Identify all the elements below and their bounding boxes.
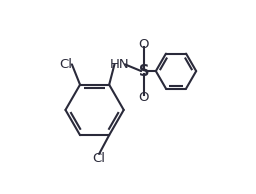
Text: O: O xyxy=(139,38,149,51)
Text: Cl: Cl xyxy=(60,58,73,71)
Text: O: O xyxy=(139,91,149,105)
Text: S: S xyxy=(139,64,149,79)
Text: HN: HN xyxy=(109,58,129,71)
Text: Cl: Cl xyxy=(93,152,105,165)
